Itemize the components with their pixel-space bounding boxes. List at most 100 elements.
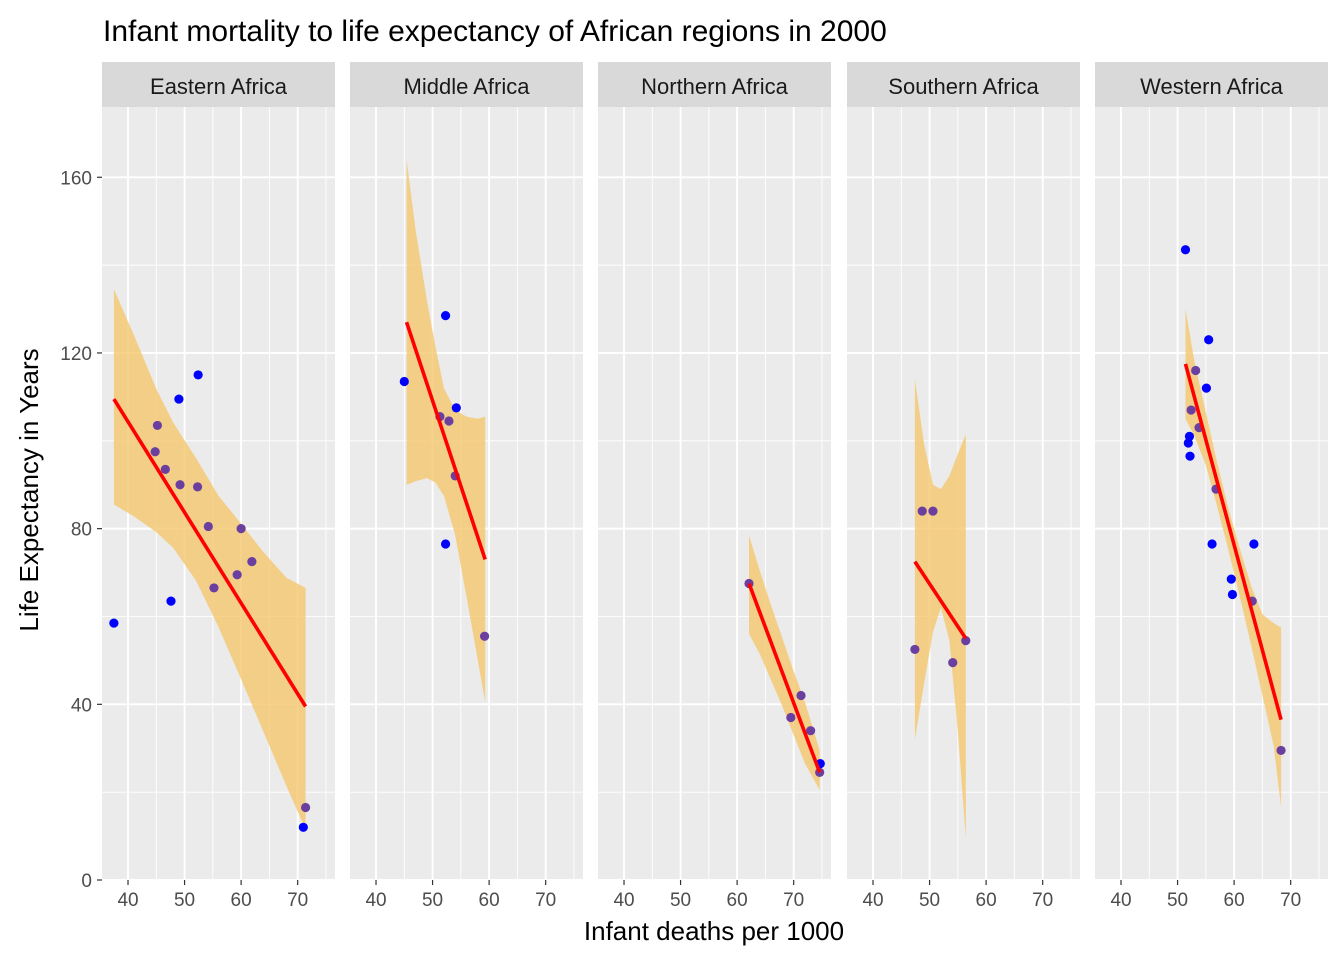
x-axis-title: Infant deaths per 1000: [584, 916, 844, 946]
x-tick-label: 40: [117, 890, 138, 911]
x-tick-label: 60: [976, 890, 997, 911]
x-tick-label: 40: [1110, 890, 1131, 911]
data-point: [152, 420, 163, 431]
data-point: [209, 583, 219, 593]
facet-southern-africa: Southern Africa 40 50 60 70: [847, 62, 1080, 911]
data-point: [1191, 365, 1201, 376]
data-point: [1227, 589, 1238, 600]
data-point: [175, 480, 185, 490]
x-tick-label: 40: [365, 890, 386, 911]
facet-strip-label: Eastern Africa: [150, 74, 288, 99]
data-point: [451, 403, 461, 413]
confidence-band: [914, 379, 966, 839]
data-point: [948, 657, 958, 668]
y-tick-label: 0: [81, 871, 92, 892]
data-point: [247, 556, 257, 567]
facet-strip-label: Northern Africa: [641, 74, 788, 99]
x-tick-label: 60: [231, 890, 252, 911]
data-point: [232, 570, 242, 580]
y-tick-label: 40: [71, 695, 92, 716]
facet-strip-label: Western Africa: [1140, 74, 1283, 99]
data-point: [1185, 451, 1195, 461]
data-point: [150, 447, 160, 457]
data-point: [399, 376, 409, 387]
facet-northern-africa: Northern Africa 40 50 60 70: [598, 62, 831, 911]
data-point: [192, 482, 203, 492]
x-tick-label: 40: [613, 890, 634, 911]
data-point: [203, 521, 213, 532]
regression-line: [913, 560, 968, 640]
y-axis: 0 40 80 120 160: [60, 168, 102, 892]
regression-line: [404, 321, 487, 560]
data-point: [193, 370, 203, 380]
y-tick-label: 120: [60, 344, 92, 365]
x-tick-label: 50: [670, 890, 691, 911]
panel-data-layer: [744, 535, 825, 790]
y-axis-title: Life Expectancy in Years: [14, 348, 44, 631]
facet-strip: [598, 62, 831, 107]
panel-data-layer: [910, 379, 971, 839]
data-point: [174, 394, 184, 404]
data-point: [1180, 245, 1191, 255]
data-point: [1249, 539, 1259, 549]
data-point: [1204, 335, 1214, 345]
chart-title: Infant mortality to life expectancy of A…: [103, 15, 887, 48]
x-tick-label: 50: [1167, 890, 1188, 911]
x-tick-label: 70: [1280, 890, 1301, 911]
data-point: [1201, 383, 1212, 393]
x-tick-label: 50: [422, 890, 443, 911]
data-point: [166, 596, 176, 606]
facet-strip-label: Middle Africa: [404, 74, 531, 99]
x-tick-label: 50: [174, 890, 195, 911]
data-point: [1276, 745, 1286, 756]
panel-data-layer: [399, 159, 490, 703]
data-point: [910, 644, 920, 655]
x-tick-label: 70: [535, 890, 556, 911]
panel-data-layer: [109, 289, 311, 832]
data-point: [444, 416, 454, 426]
panel-data-layer: [1180, 245, 1286, 808]
data-point: [1184, 431, 1195, 442]
x-tick-label: 60: [727, 890, 748, 911]
data-point: [917, 506, 927, 516]
data-point: [440, 311, 451, 321]
facet-middle-africa: Middle Africa 40 50 60 70: [350, 62, 583, 911]
facet-strip-label: Southern Africa: [888, 74, 1039, 99]
x-tick-label: 60: [1224, 890, 1245, 911]
facet-western-africa: Western Africa 40 50 60 70: [1095, 62, 1328, 911]
facet-strip: [847, 62, 1080, 107]
x-tick-label: 70: [783, 890, 804, 911]
facet-strip: [102, 62, 335, 107]
data-point: [786, 712, 796, 723]
data-point: [1207, 539, 1217, 549]
x-tick-label: 60: [479, 890, 500, 911]
x-tick-label: 70: [287, 890, 308, 911]
data-point: [298, 822, 308, 832]
panel-background: [598, 107, 831, 880]
facet-strip: [350, 62, 583, 107]
panel-background: [1095, 107, 1328, 880]
confidence-band: [1185, 309, 1282, 808]
data-point: [440, 539, 451, 549]
x-tick-label: 50: [919, 890, 940, 911]
data-point: [806, 726, 816, 736]
x-tick-label: 70: [1032, 890, 1053, 911]
data-point: [236, 524, 246, 534]
data-point: [160, 464, 170, 474]
regression-line: [747, 582, 822, 774]
confidence-band: [406, 159, 486, 703]
data-point: [796, 690, 806, 701]
regression-line: [1183, 363, 1283, 721]
data-point: [479, 631, 490, 641]
data-point: [1226, 574, 1236, 584]
data-point: [300, 802, 311, 813]
data-point: [928, 506, 938, 516]
y-tick-label: 160: [60, 168, 92, 189]
facet-strip: [1095, 62, 1328, 107]
facet-panels: Eastern Africa 40 50 60 70 Middle Africa 40 50 6…: [102, 62, 1328, 911]
y-tick-label: 80: [71, 520, 92, 541]
data-point: [961, 636, 971, 646]
regression-line: [112, 398, 308, 708]
x-tick-label: 40: [862, 890, 883, 911]
